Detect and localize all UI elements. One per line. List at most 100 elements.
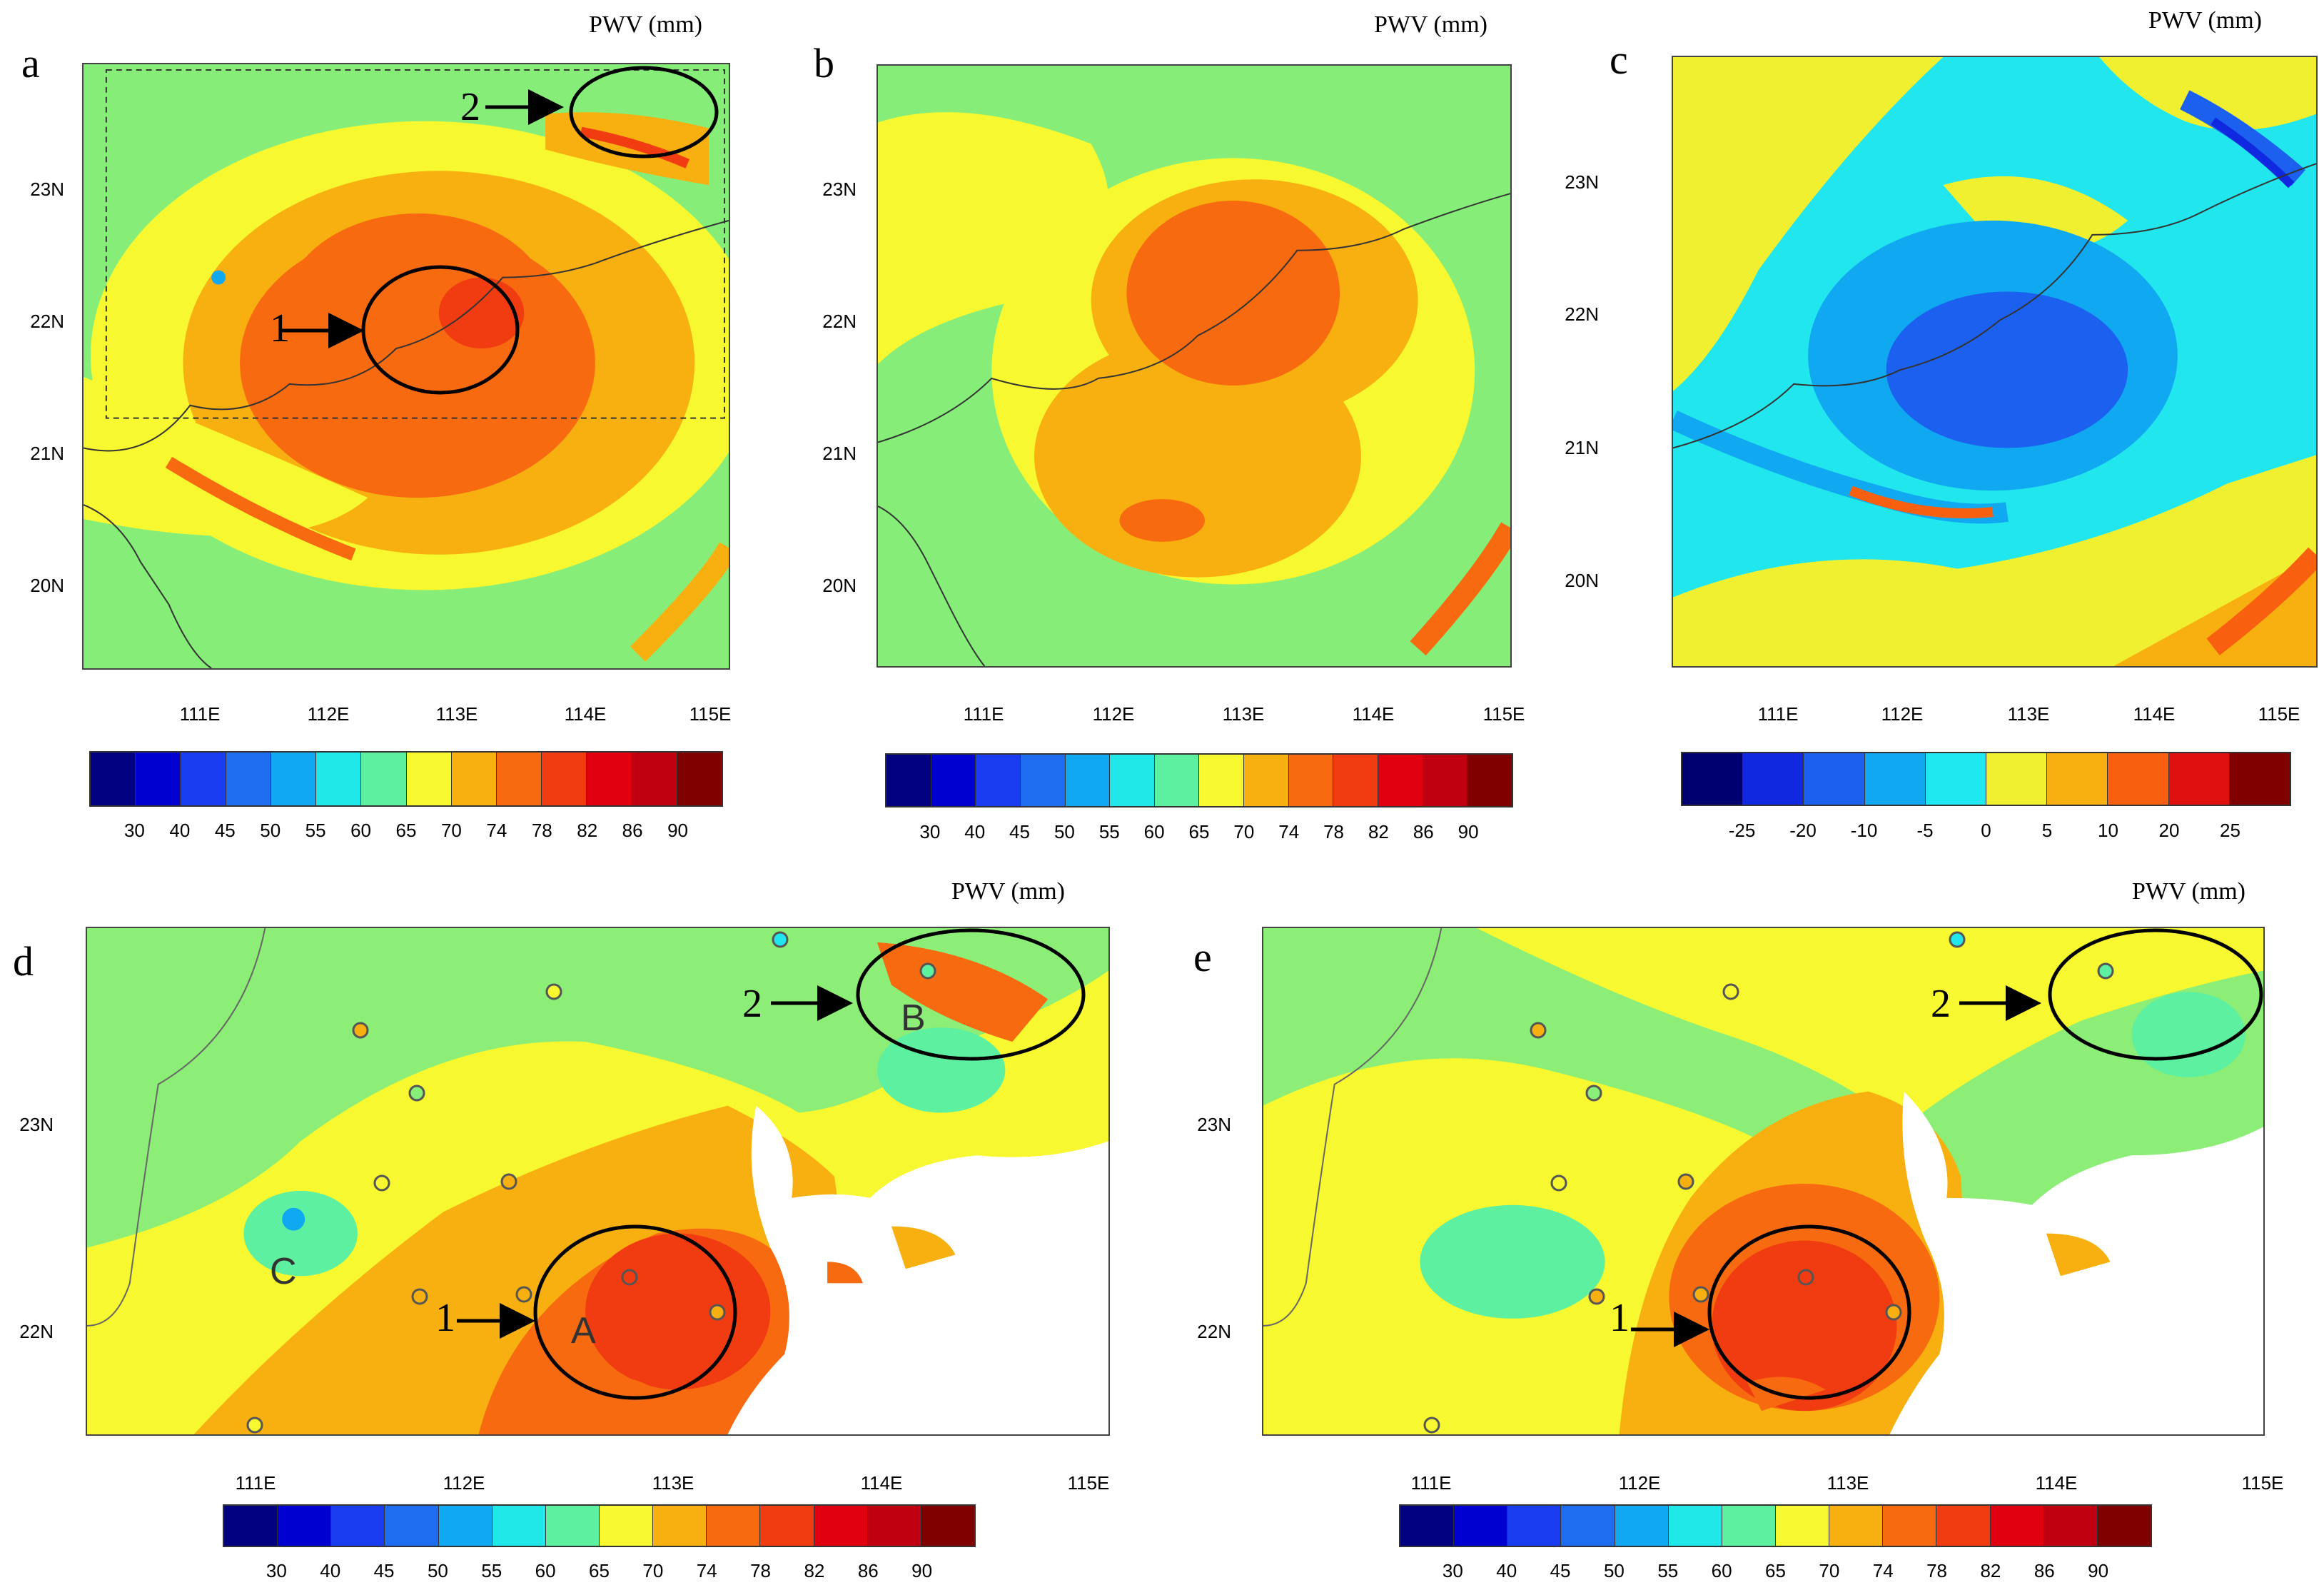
colorbar-tick-label: 82: [1980, 1560, 2001, 1581]
colorbar-tick-label: 5: [2041, 820, 2053, 841]
colorbar-swatch: [1065, 755, 1111, 806]
colorbar-tick-label: 50: [260, 820, 281, 841]
colorbar-tick-label: 78: [1926, 1560, 1948, 1581]
lat-label-c-1: 22N: [1565, 303, 1599, 325]
colorbar-tick-label: 78: [1323, 821, 1345, 842]
lon-label-d-2: 113E: [652, 1472, 694, 1494]
lat-label-a-2: 21N: [30, 443, 64, 464]
colorbar-swatch: [1507, 1506, 1562, 1546]
colorbar-swatch: [921, 1506, 974, 1546]
colorbar-tick-label: 65: [1765, 1560, 1786, 1581]
colorbar-tick-label: 60: [1711, 1560, 1732, 1581]
lat-label-b-0: 23N: [822, 178, 857, 200]
lat-label-b-3: 20N: [822, 575, 857, 596]
lon-label-c-3: 114E: [2133, 703, 2176, 725]
colorbar-swatch: [1883, 1506, 1937, 1546]
colorbar-tick-label: 82: [804, 1560, 825, 1581]
colorbar-tick-label: 50: [1054, 821, 1075, 842]
colorbar-tick-label: 60: [1143, 821, 1165, 842]
colorbar-swatch: [2229, 753, 2290, 805]
colorbar-swatch: [1110, 755, 1155, 806]
lat-label-d-0: 23N: [19, 1114, 54, 1135]
site-label-a: A: [571, 1310, 596, 1352]
lon-label-e-1: 112E: [1618, 1472, 1661, 1494]
lat-label-a-3: 20N: [30, 575, 64, 596]
colorbar-swatch: [599, 1506, 654, 1546]
colorbar-swatch: [224, 1506, 278, 1546]
colorbar-tick-label: 74: [1278, 821, 1300, 842]
pwv-map-a: [82, 63, 730, 670]
colorbar-swatch: [1199, 755, 1245, 806]
pwv-diff-map-c: [1672, 56, 2318, 668]
unit-label-b: PWV (mm): [1374, 11, 1487, 38]
annotation-2-d: 2: [742, 982, 762, 1026]
colorbar-tick-label: 90: [667, 820, 689, 841]
lon-label-d-4: 115E: [1067, 1472, 1110, 1494]
colorbar-swatch: [545, 1506, 600, 1546]
lat-label-c-2: 21N: [1565, 437, 1599, 458]
colorbar-swatch: [1668, 1506, 1722, 1546]
colorbar-tick-label: 40: [964, 821, 986, 842]
panel-letter-c: c: [1610, 36, 1628, 83]
lon-label-c-0: 111E: [1757, 703, 1799, 725]
lon-label-c-4: 115E: [2258, 703, 2300, 725]
colorbar-swatch: [1775, 1506, 1830, 1546]
colorbar-d: [223, 1504, 976, 1547]
lat-label-e-1: 22N: [1197, 1321, 1231, 1342]
lon-label-a-3: 114E: [564, 703, 607, 725]
pwv-map-e: [1262, 927, 2265, 1436]
colorbar-tick-label: 60: [350, 820, 372, 841]
lat-label-d-1: 22N: [19, 1321, 54, 1342]
lat-label-c-0: 23N: [1565, 171, 1599, 193]
annotation-2-e: 2: [1931, 982, 1951, 1026]
colorbar-tick-label: 70: [1233, 821, 1255, 842]
colorbar-tick-label: 78: [750, 1560, 772, 1581]
colorbar-tick-label: 60: [535, 1560, 556, 1581]
lat-label-a-0: 23N: [30, 178, 64, 200]
colorbar-swatch: [542, 753, 587, 805]
lon-label-b-4: 115E: [1482, 703, 1525, 725]
colorbar-tick-label: 70: [440, 820, 462, 841]
colorbar-swatch: [406, 753, 452, 805]
colorbar-swatch: [1804, 753, 1865, 805]
colorbar-tick-label: 50: [1603, 1560, 1625, 1581]
lat-label-b-2: 21N: [822, 443, 857, 464]
annotation-1-a: 1: [270, 306, 290, 351]
colorbar-swatch: [1454, 1506, 1508, 1546]
panel-letter-b: b: [814, 40, 834, 86]
colorbar-swatch: [1154, 755, 1200, 806]
colorbar-tick-label: 45: [214, 820, 236, 841]
lat-label-a-1: 22N: [30, 311, 64, 332]
colorbar-swatch: [438, 1506, 492, 1546]
unit-label-c: PWV (mm): [2148, 7, 2262, 34]
pwv-map-d: [86, 927, 1110, 1436]
colorbar-swatch: [677, 753, 722, 805]
colorbar-tick-label: 86: [622, 820, 643, 841]
colorbar-tick-label: 74: [1872, 1560, 1894, 1581]
colorbar-swatch: [976, 755, 1021, 806]
lon-label-b-3: 114E: [1352, 703, 1395, 725]
colorbar-swatch: [492, 1506, 546, 1546]
annotation-2-a: 2: [460, 85, 480, 129]
unit-label-a: PWV (mm): [589, 11, 702, 38]
colorbar-swatch: [1682, 753, 1744, 805]
colorbar-swatch: [587, 753, 632, 805]
colorbar-swatch: [2108, 753, 2169, 805]
panel-letter-a: a: [21, 40, 40, 86]
colorbar-tick-label: 40: [1496, 1560, 1517, 1581]
colorbar-tick-label: 74: [486, 820, 507, 841]
colorbar-swatch: [2097, 1506, 2151, 1546]
lon-label-e-4: 115E: [2241, 1472, 2284, 1494]
colorbar-tick-label: 65: [1188, 821, 1210, 842]
lon-label-c-1: 112E: [1881, 703, 1924, 725]
colorbar-swatch: [496, 753, 542, 805]
colorbar-swatch: [1378, 755, 1423, 806]
lon-label-c-2: 113E: [2007, 703, 2050, 725]
colorbar-swatch: [1561, 1506, 1615, 1546]
colorbar-swatch: [886, 755, 931, 806]
colorbar-tick-label: 40: [320, 1560, 341, 1581]
colorbar-swatch: [1020, 755, 1066, 806]
colorbar-tick-label: 82: [577, 820, 598, 841]
colorbar-swatch: [271, 753, 317, 805]
colorbar-swatch: [1925, 753, 1987, 805]
